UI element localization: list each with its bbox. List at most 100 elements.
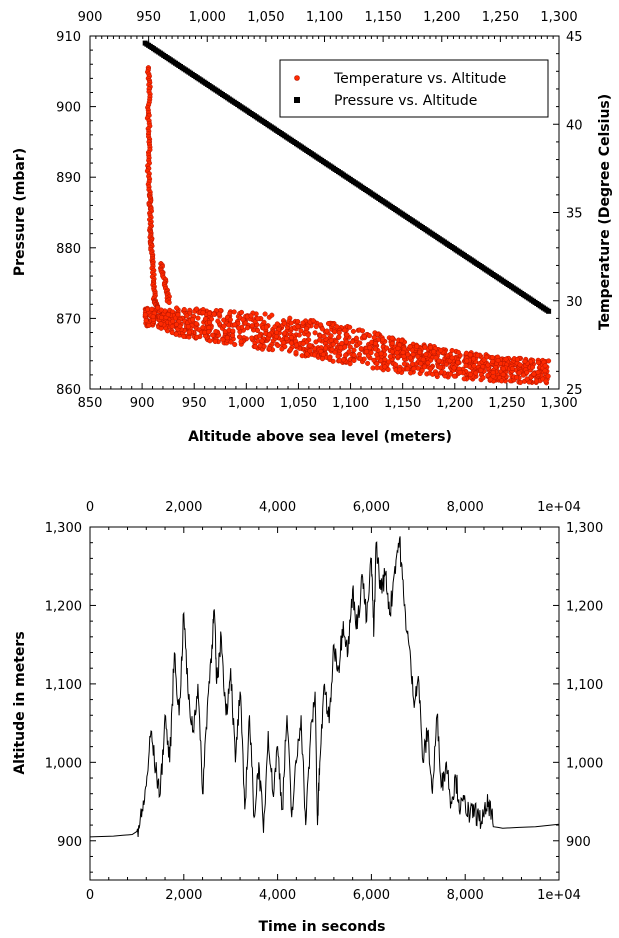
temperature-point	[382, 364, 388, 370]
temperature-point	[296, 332, 302, 338]
temperature-point	[300, 320, 306, 326]
temperature-point	[326, 355, 333, 361]
temperature-point	[415, 354, 421, 360]
y2-axis-title-temperature: Temperature (Degree Celsius)	[597, 94, 613, 330]
temperature-point	[186, 329, 192, 335]
temperature-point	[401, 361, 407, 367]
temperature-point	[425, 360, 431, 366]
x-axis-title-bottom-chart: Time in seconds	[258, 919, 385, 935]
temperature-point	[236, 325, 242, 331]
temperature-point	[471, 356, 477, 362]
temperature-point	[384, 345, 390, 351]
temperature-point	[194, 306, 200, 312]
x-tick-label-top: 950	[136, 10, 161, 25]
temperature-point	[224, 335, 230, 341]
temperature-point	[166, 299, 172, 306]
temperature-point	[193, 321, 199, 327]
chart-altitude-vs-time: 0 0 2,000 2,000 4,000 4,000 6,000 6,000 8,000 8,0…	[12, 500, 603, 935]
temperature-point	[299, 353, 305, 359]
temperature-point	[300, 341, 306, 347]
temperature-point	[361, 333, 367, 339]
temperature-point	[298, 328, 304, 334]
temperature-point	[230, 328, 236, 334]
temperature-point	[330, 341, 336, 347]
temperature-point	[366, 333, 372, 339]
temperature-point	[232, 322, 238, 328]
temperature-point	[542, 363, 548, 369]
temperature-point	[342, 327, 348, 333]
y-tick-label-right: 1,000	[566, 756, 603, 771]
temperature-point	[221, 323, 227, 329]
temperature-point	[347, 344, 353, 350]
temperature-point	[185, 324, 191, 330]
temperature-point	[368, 350, 374, 356]
temperature-point	[343, 352, 349, 358]
temperature-point	[279, 346, 285, 352]
temperature-point	[503, 356, 509, 362]
temperature-point	[522, 358, 528, 364]
temperature-point	[249, 335, 255, 341]
temperature-point	[215, 318, 221, 324]
temperature-point	[206, 310, 212, 316]
temperature-point	[372, 340, 379, 347]
temperature-point	[520, 372, 526, 378]
temperature-point	[461, 376, 467, 382]
temperature-point	[336, 330, 342, 336]
plot-area-bottom	[89, 526, 560, 881]
y-tick-label-left: 1,000	[45, 756, 82, 771]
temperature-point	[288, 335, 294, 341]
temperature-point	[328, 337, 334, 343]
temperature-point	[269, 312, 275, 318]
x-tick-label-bottom: 850	[78, 396, 103, 411]
x-tick-label-bottom: 8,000	[447, 888, 484, 903]
temperature-point	[325, 320, 332, 327]
x-axis-title-top-chart: Altitude above sea level (meters)	[188, 429, 452, 445]
temperature-point	[324, 328, 330, 334]
temperature-point	[249, 323, 255, 329]
temperature-point	[252, 344, 258, 350]
y-axis-title-altitude: Altitude in meters	[12, 631, 28, 774]
y2-tick-label-temperature: 30	[566, 295, 583, 310]
temperature-point	[365, 360, 371, 366]
legend-marker-pressure	[294, 97, 300, 103]
temperature-point	[463, 363, 469, 369]
temperature-point	[347, 324, 353, 330]
y-tick-label-left: 1,300	[45, 521, 82, 536]
temperature-point	[407, 344, 413, 350]
temperature-point	[184, 313, 190, 319]
temperature-point	[207, 319, 213, 326]
temperature-point	[500, 366, 506, 372]
y2-tick-label-temperature: 40	[566, 118, 583, 133]
temperature-point	[227, 310, 233, 316]
temperature-point	[374, 365, 380, 371]
x-tick-label-bottom: 1,000	[228, 396, 265, 411]
temperature-point	[262, 311, 268, 317]
x-tick-label-bottom: 950	[182, 396, 207, 411]
temperature-point	[499, 378, 505, 384]
x-tick-label-bottom: 6,000	[353, 888, 390, 903]
y-tick-label-right: 1,200	[566, 599, 603, 614]
x-tick-label-bottom: 1,100	[332, 396, 369, 411]
temperature-point	[202, 316, 209, 322]
temperature-point	[336, 334, 342, 340]
y-tick-label-pressure: 910	[56, 30, 81, 45]
temperature-point	[313, 324, 319, 330]
temperature-point	[455, 359, 461, 366]
x-tick-label-top: 900	[78, 10, 103, 25]
legend-box	[279, 59, 549, 118]
temperature-point	[490, 358, 496, 365]
temperature-point	[146, 322, 152, 328]
y-tick-label-left: 1,100	[45, 678, 82, 693]
x-tick-label-top: 4,000	[259, 500, 296, 515]
temperature-point	[421, 364, 428, 370]
temperature-point	[543, 378, 549, 384]
temperature-point	[374, 361, 380, 367]
temperature-point	[320, 351, 326, 358]
x-tick-label-top: 1,250	[482, 10, 519, 25]
y-axis-title-pressure: Pressure (mbar)	[12, 148, 28, 276]
temperature-point	[455, 349, 461, 355]
y-tick-label-left: 1,200	[45, 599, 82, 614]
temperature-point	[357, 355, 363, 361]
temperature-point	[227, 317, 233, 323]
